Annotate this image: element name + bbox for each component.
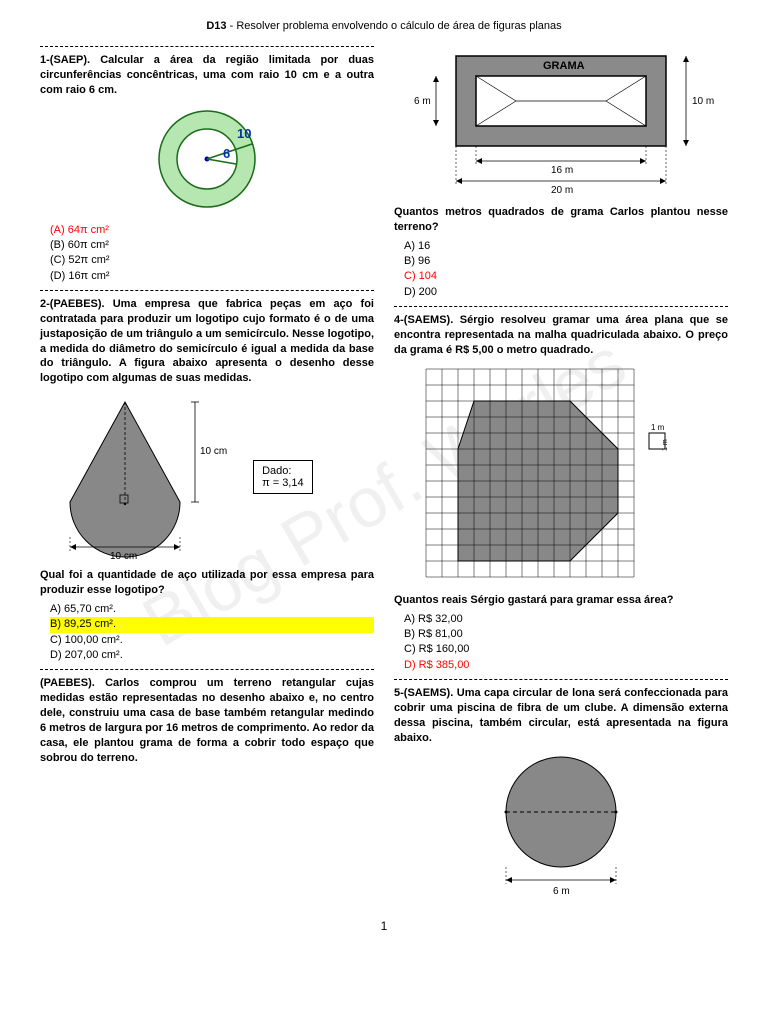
q3-figure: GRAMA 6 m 10 m 16 m [394,46,728,199]
svg-text:6 m: 6 m [553,886,570,897]
svg-text:GRAMA: GRAMA [543,60,585,72]
svg-text:10: 10 [237,126,251,141]
q2-prompt: Qual foi a quantidade de aço utilizada p… [40,568,374,598]
svg-text:16 m: 16 m [551,165,573,176]
q2-options: A) 65,70 cm². B) 89,25 cm². C) 100,00 cm… [50,602,374,664]
svg-text:10 cm: 10 cm [110,551,137,562]
svg-text:20 m: 20 m [551,185,573,196]
q3-opt-b: B) 96 [404,254,728,269]
separator [394,306,728,307]
svg-text:1 m: 1 m [651,423,665,432]
q1-options: (A) 64π cm² (B) 60π cm² (C) 52π cm² (D) … [50,223,374,285]
lawn-plan-icon: GRAMA 6 m 10 m 16 m [406,46,716,196]
left-column: 1-(SAEP). Calcular a área da região limi… [40,40,374,911]
q1-opt-c: (C) 52π cm² [50,253,374,268]
q3-opt-a: A) 16 [404,239,728,254]
q1-opt-d: (D) 16π cm² [50,269,374,284]
page-header: D13 - Resolver problema envolvendo o cál… [40,20,728,32]
svg-text:10 m: 10 m [692,96,714,107]
q3-prompt: Quantos metros quadrados de grama Carlos… [394,205,728,235]
page-number: 1 [40,919,728,933]
q4-opt-a: A) R$ 32,00 [404,612,728,627]
q3-opt-d: D) 200 [404,285,728,300]
q1-opt-a: (A) 64π cm² [50,223,374,238]
concentric-circles-icon: 10 6 [137,104,277,214]
q4-options: A) R$ 32,00 B) R$ 81,00 C) R$ 160,00 D) … [404,612,728,674]
q2-opt-d: D) 207,00 cm². [50,648,374,663]
svg-text:10 cm: 10 cm [200,446,227,457]
separator [40,46,374,47]
separator [40,290,374,291]
circle-diameter-icon: 6 m [471,752,651,902]
q1-figure: 10 6 [40,104,374,217]
q2-text: 2-(PAEBES). Uma empresa que fabrica peça… [40,297,374,386]
q4-opt-d: D) R$ 385,00 [404,658,728,673]
q5-figure: 6 m [394,752,728,905]
q2-opt-c: C) 100,00 cm². [50,633,374,648]
q4-text: 4-(SAEMS). Sérgio resolveu gramar uma ár… [394,313,728,358]
q2-figure: 10 cm 10 cm Dado: π = 3,14 [40,392,374,562]
q4-figure: 1 m 1 m [394,364,728,587]
separator [394,679,728,680]
svg-text:6 m: 6 m [414,96,431,107]
q4-opt-c: C) R$ 160,00 [404,642,728,657]
grid-polygon-icon: 1 m 1 m [421,364,701,584]
q2-opt-b: B) 89,25 cm². [50,617,374,632]
header-code: D13 [206,20,226,32]
q4-prompt: Quantos reais Sérgio gastará para gramar… [394,593,728,608]
right-column: GRAMA 6 m 10 m 16 m [394,40,728,911]
svg-text:6: 6 [223,146,230,161]
q2-dado-box: Dado: π = 3,14 [253,460,313,494]
teardrop-icon: 10 cm 10 cm [50,392,230,562]
q4-opt-b: B) R$ 81,00 [404,627,728,642]
q3-opt-c: C) 104 [404,269,728,284]
q1-opt-b: (B) 60π cm² [50,238,374,253]
svg-text:1 m: 1 m [662,439,669,451]
q3-options: A) 16 B) 96 C) 104 D) 200 [404,239,728,301]
separator [40,669,374,670]
q3-text: (PAEBES). Carlos comprou um terreno reta… [40,676,374,765]
header-title: - Resolver problema envolvendo o cálculo… [227,20,562,32]
q1-text: 1-(SAEP). Calcular a área da região limi… [40,53,374,98]
q2-opt-a: A) 65,70 cm². [50,602,374,617]
q5-text: 5-(SAEMS). Uma capa circular de lona ser… [394,686,728,745]
